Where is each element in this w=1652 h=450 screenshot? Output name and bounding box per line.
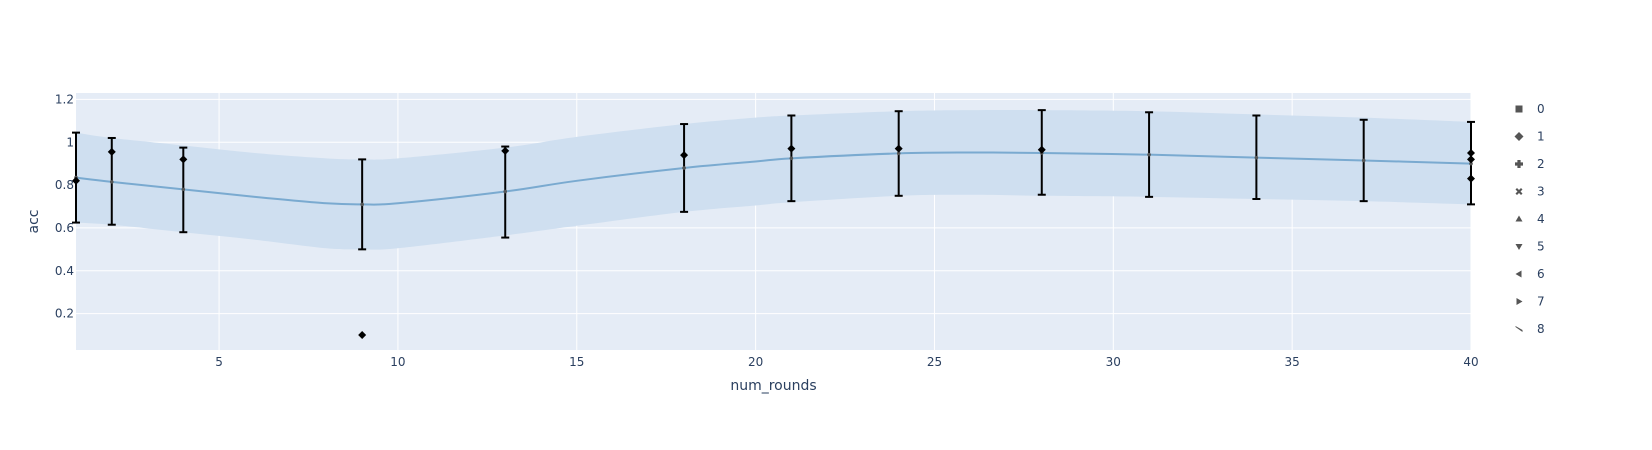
legend-item-3[interactable]: 3	[1515, 185, 1545, 199]
triangle-left-marker-icon	[1515, 270, 1522, 278]
y-tick-label: 0.8	[55, 178, 74, 192]
data-point	[787, 144, 796, 153]
error-bar-center	[1361, 158, 1366, 163]
data-point	[1467, 148, 1475, 157]
data-point	[894, 144, 903, 153]
x-tick-label: 30	[1106, 355, 1121, 369]
x-tick-label: 25	[927, 355, 942, 369]
error-bar-center	[109, 180, 114, 184]
error-bar	[894, 110, 903, 197]
legend-label: 5	[1537, 240, 1545, 254]
error-bar	[358, 158, 367, 251]
data-point	[1037, 145, 1046, 154]
x-tick-label: 35	[1285, 355, 1300, 369]
data-point	[358, 331, 367, 340]
y-tick-label: 0.6	[55, 221, 74, 235]
data-point	[72, 176, 80, 185]
data-point	[1467, 155, 1475, 164]
x-tick-label: 20	[748, 355, 763, 369]
legend-item-2[interactable]: 2	[1515, 157, 1545, 171]
data-point	[1467, 174, 1475, 183]
triangle-down-marker-icon	[1515, 244, 1523, 250]
data-point	[680, 151, 689, 160]
legend[interactable]: 0 1 2 3 4 5 6 7 8	[1514, 102, 1545, 336]
error-bar-center	[360, 202, 364, 207]
error-bars	[72, 109, 1475, 251]
error-bar	[501, 145, 510, 239]
error-bar-center	[1469, 161, 1473, 166]
x-tick-label: 5	[215, 355, 223, 369]
cross-marker-icon	[1515, 160, 1523, 168]
legend-label: 0	[1537, 102, 1545, 116]
mean-line	[75, 151, 1472, 206]
legend-label: 2	[1537, 157, 1545, 171]
x-tick-label: 10	[390, 355, 405, 369]
legend-item-1[interactable]: 1	[1514, 130, 1545, 144]
error-bar	[1359, 118, 1368, 203]
triangle-up-marker-icon	[1515, 215, 1523, 222]
band-area	[76, 109, 1471, 250]
error-bar	[680, 123, 689, 213]
x-marker-icon	[1515, 188, 1523, 195]
legend-item-6[interactable]: 6	[1515, 267, 1545, 281]
y-tick-label: 0.4	[55, 264, 74, 278]
legend-label: 8	[1537, 322, 1545, 336]
error-bar	[1252, 114, 1261, 201]
x-tick-label: 40	[1463, 355, 1478, 369]
square-marker-icon	[1515, 105, 1523, 113]
y-tick-label: 1	[66, 135, 74, 149]
data-point	[107, 147, 116, 156]
legend-label: 3	[1537, 185, 1545, 199]
x-axis-title: num_rounds	[730, 378, 816, 394]
legend-item-0[interactable]: 0	[1515, 102, 1545, 116]
legend-label: 7	[1537, 295, 1545, 309]
error-bar-center	[181, 187, 186, 192]
error-bar-center	[896, 151, 901, 156]
diamond-marker-icon	[1514, 132, 1524, 141]
error-bar	[787, 114, 796, 203]
legend-label: 1	[1537, 130, 1545, 144]
x-axis-ticks: 5 10 15 20 25 30 35 40	[215, 355, 1478, 369]
error-bar-center	[682, 166, 686, 170]
error-bar-center	[789, 156, 794, 161]
y-axis-title: acc	[26, 210, 42, 234]
triangle-right-marker-icon	[1516, 298, 1523, 305]
legend-item-5[interactable]: 5	[1515, 240, 1545, 254]
legend-label: 6	[1537, 267, 1545, 281]
y-tick-label: 1.2	[55, 92, 74, 106]
data-point	[501, 146, 510, 155]
error-bar-center	[1254, 155, 1259, 160]
error-bar-center	[1147, 152, 1151, 157]
y-tick-label: 0.2	[55, 307, 74, 321]
legend-item-4[interactable]: 4	[1515, 212, 1545, 226]
legend-item-7[interactable]: 7	[1516, 295, 1545, 309]
error-bar	[1145, 111, 1154, 198]
y-axis-ticks: 0.2 0.4 0.6 0.8 1 1.2	[55, 92, 74, 320]
x-tick-label: 15	[569, 355, 584, 369]
mean-curve	[75, 151, 1472, 206]
observation-points	[72, 144, 1475, 340]
data-point	[179, 155, 188, 164]
confidence-band	[76, 109, 1471, 250]
error-bar-center	[503, 189, 508, 194]
legend-item-8[interactable]: 8	[1515, 322, 1545, 336]
triangle-ne-marker-icon	[1515, 326, 1523, 332]
legend-label: 4	[1537, 212, 1545, 226]
